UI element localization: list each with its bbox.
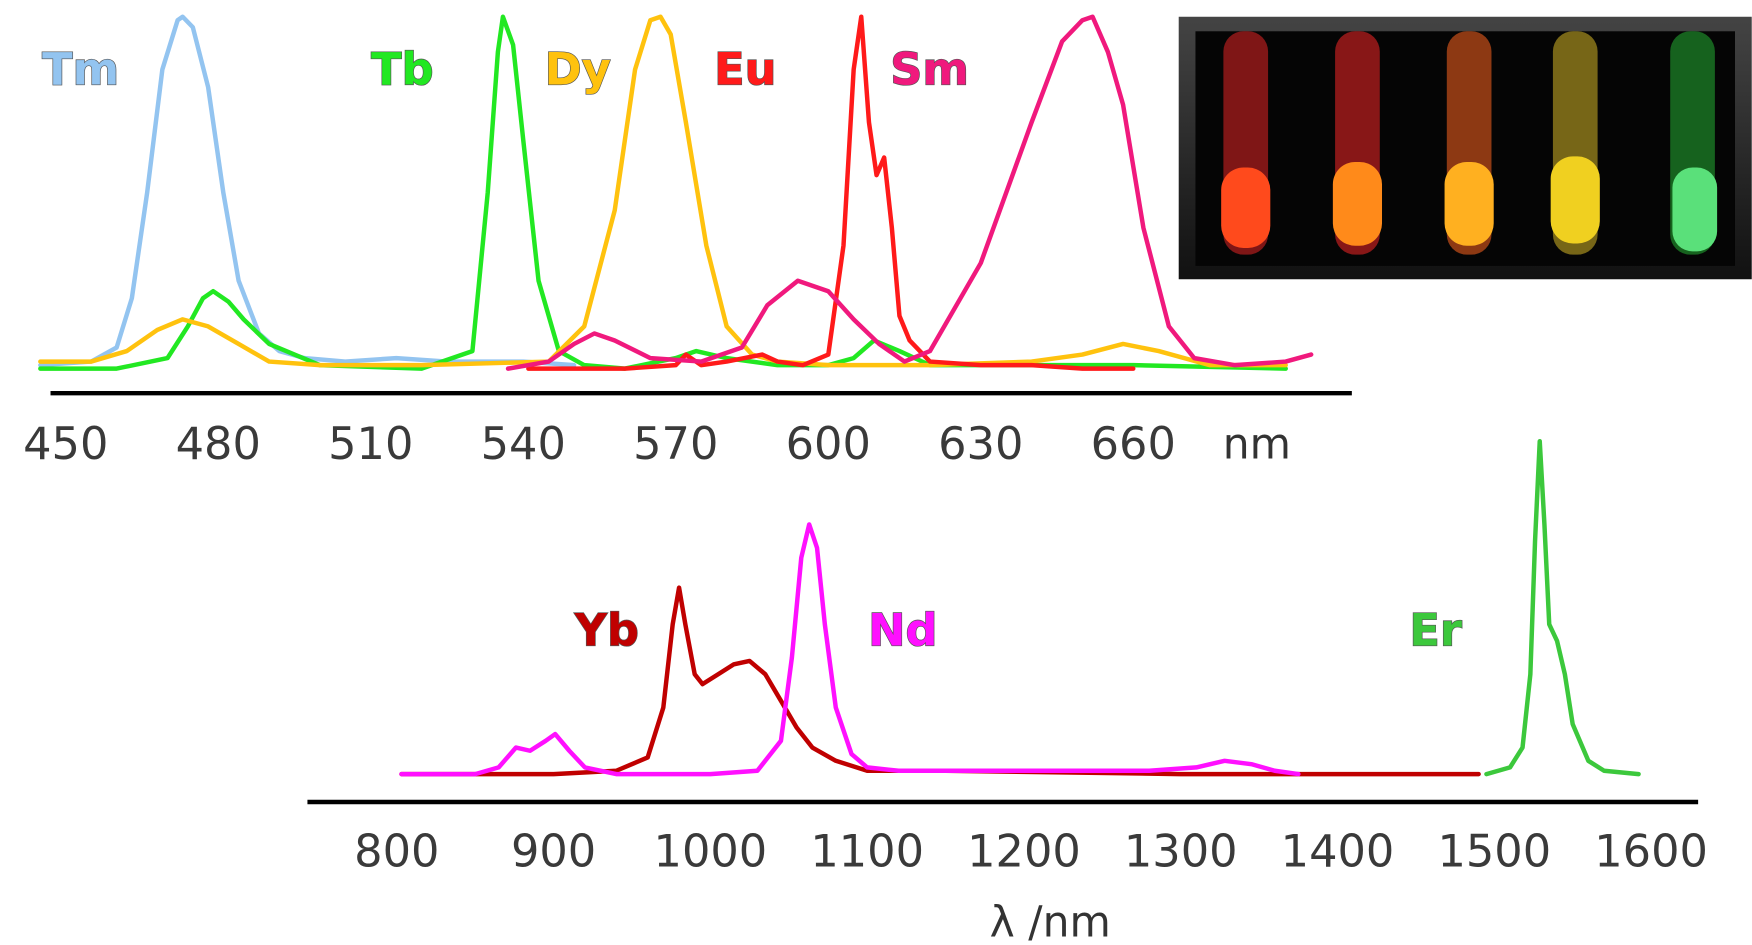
x-tick-label: 630 xyxy=(938,418,1023,470)
plot-panel: 450 480 510 540 570 600 630 660 nm Tm Tb Dy Eu Sm xyxy=(23,17,1352,470)
spectrum-line xyxy=(40,17,1285,365)
x-tick-label: 660 xyxy=(1091,418,1176,470)
spectrum-line xyxy=(40,17,574,365)
spectrum-line xyxy=(1486,441,1638,774)
x-tick-label: 1200 xyxy=(967,826,1081,878)
series-label: Dy xyxy=(545,44,611,96)
tube xyxy=(1221,31,1270,254)
x-tick-label: 570 xyxy=(633,418,718,470)
series-label: Yb xyxy=(574,604,639,656)
x-tick-label: 1300 xyxy=(1124,826,1238,878)
x-tick-label: 800 xyxy=(354,826,439,878)
plot-panel: 800 900 1000 1100 1200 1300 1400 1500 1600 λ /nm Y… xyxy=(307,441,1707,945)
x-tick-label: 1600 xyxy=(1594,826,1708,878)
x-tick-label: 1100 xyxy=(810,826,924,878)
x-tick-label: 600 xyxy=(786,418,871,470)
x-tick-label: 450 xyxy=(23,418,108,470)
tube xyxy=(1551,31,1600,254)
series-label: Eu xyxy=(714,44,776,96)
chart: 450 480 510 540 570 600 630 660 nm Tm Tb Dy Eu Sm 800 9… xyxy=(0,0,1752,945)
tube xyxy=(1333,31,1382,254)
x-axis-title: λ /nm xyxy=(990,898,1111,945)
x-tick-label: 1500 xyxy=(1437,826,1551,878)
series-label: Sm xyxy=(890,44,969,96)
series-label: Nd xyxy=(868,604,937,656)
series-label: Er xyxy=(1409,604,1462,656)
photo-inset xyxy=(1179,17,1752,280)
x-tick-label: 1400 xyxy=(1281,826,1395,878)
tube xyxy=(1670,31,1717,254)
x-tick-label: 900 xyxy=(511,826,596,878)
x-tick-label: 540 xyxy=(481,418,566,470)
x-tick-label: 1000 xyxy=(654,826,768,878)
series-label: Tb xyxy=(371,44,433,96)
x-tick-label: 510 xyxy=(328,418,413,470)
spectrum-line xyxy=(401,524,1298,774)
x-axis-title: nm xyxy=(1223,420,1291,469)
tube xyxy=(1445,31,1494,254)
x-tick-label: 480 xyxy=(176,418,261,470)
spectrum-line xyxy=(40,17,1285,369)
series-label: Tm xyxy=(42,44,119,96)
